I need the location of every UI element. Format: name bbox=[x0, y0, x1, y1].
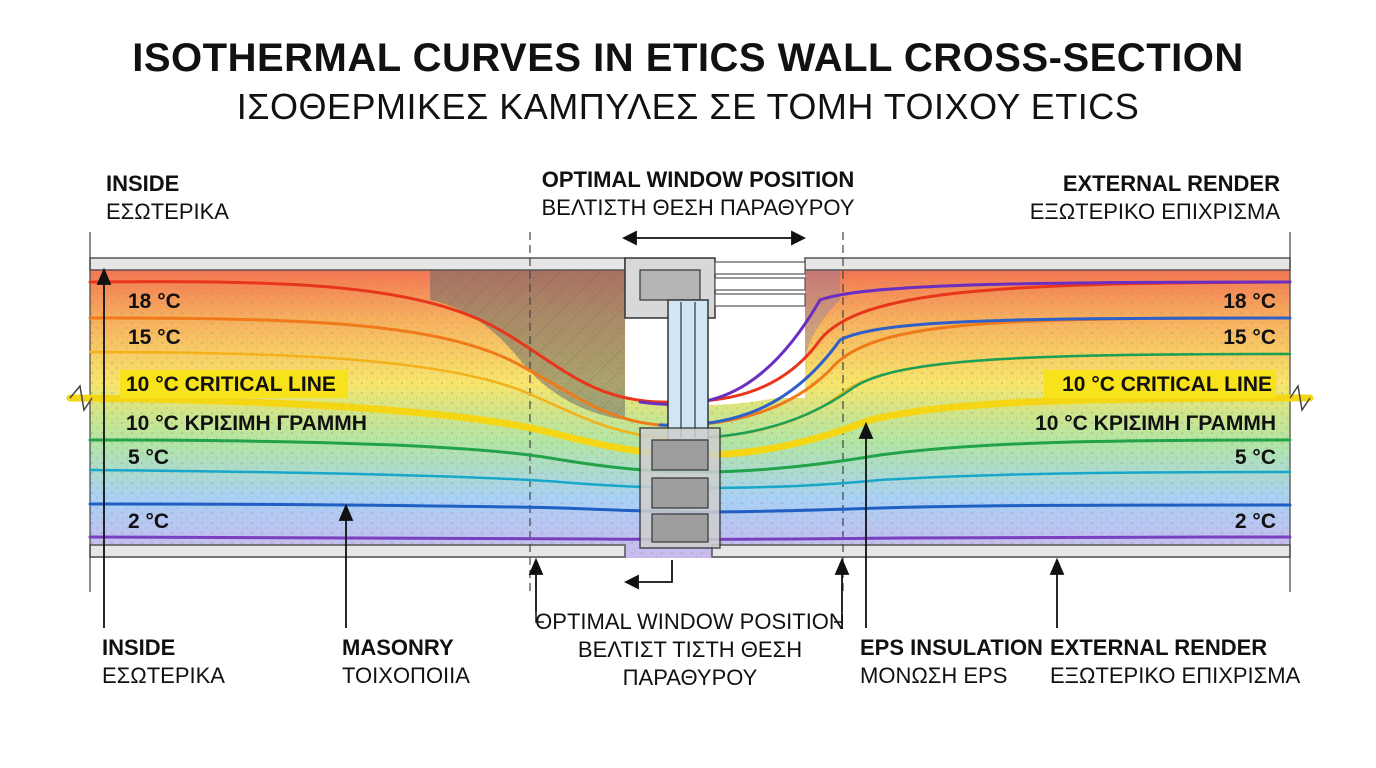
isotherm-12-right bbox=[668, 352, 1292, 440]
label-window-top-en: OPTIMAL WINDOW POSITION bbox=[541, 167, 855, 192]
label-window-bottom-gr2: ΠΑΡΑΘΥΡΟΥ bbox=[622, 665, 758, 690]
sill-profile-2 bbox=[651, 477, 709, 509]
label-window-top-gr: ΒΕΛΤΙΣΤΗ ΘΕΣΗ ΠΑΡΑΘΥΡΟΥ bbox=[541, 195, 855, 220]
temp-label-right-2: 2 °C bbox=[1235, 510, 1276, 533]
critical-break-left bbox=[69, 384, 93, 412]
arrow-window-left-head bbox=[528, 557, 544, 575]
label-inside-top-en: INSIDE bbox=[106, 171, 180, 196]
arrows bbox=[96, 230, 1065, 628]
window-frame bbox=[624, 257, 806, 549]
label-inside-top-gr: ΕΣΩΤΕΡΙΚΑ bbox=[106, 199, 229, 224]
render-band-bottom-right bbox=[711, 544, 1291, 558]
temp-label-right-critical: 10 °C CRITICAL LINE bbox=[1062, 373, 1272, 396]
label-window-bottom: OPTIMAL WINDOW POSITION ΒΕΛΤΙΣΤ ΤΙΣΤΗ ΘΕ… bbox=[530, 608, 850, 692]
temp-label-right-5: 5 °C bbox=[1235, 446, 1276, 469]
label-masonry-gr: ΤΟΙΧΟΠΟΙΙΑ bbox=[342, 663, 470, 688]
label-window-top: OPTIMAL WINDOW POSITION ΒΕΛΤΙΣΤΗ ΘΕΣΗ ΠΑ… bbox=[520, 166, 876, 222]
label-window-bottom-en: OPTIMAL WINDOW POSITION bbox=[535, 609, 845, 634]
critical-highlight-left bbox=[120, 370, 348, 398]
temp-label-left-critical-gr: 10 °C ΚΡΙΣΙΜΗ ΓΡΑΜΜΗ bbox=[126, 412, 367, 435]
isotherm-15-right bbox=[658, 316, 1292, 427]
temp-label-left-2: 2 °C bbox=[128, 510, 169, 533]
render-band-bottom-left bbox=[89, 544, 626, 558]
arrow-masonry-head bbox=[338, 503, 354, 521]
label-eps: EPS INSULATION ΜΟΝΩΣΗ EPS bbox=[860, 634, 1043, 690]
temp-label-right-15: 15 °C bbox=[1223, 326, 1276, 349]
temp-label-left-critical: 10 °C CRITICAL LINE bbox=[126, 373, 336, 396]
window-sill-top-2 bbox=[714, 277, 806, 291]
critical-break-right bbox=[1289, 384, 1311, 412]
bracket-right bbox=[834, 612, 843, 623]
window-head-profile bbox=[639, 269, 701, 301]
arrow-window-bottom-head bbox=[623, 574, 639, 590]
arrow-inside-head bbox=[96, 267, 112, 285]
temp-label-right-critical-gr: 10 °C ΚΡΙΣΙΜΗ ΓΡΑΜΜΗ bbox=[1035, 412, 1276, 435]
arrow-eps-head bbox=[858, 421, 874, 439]
sill-profile-3 bbox=[651, 513, 709, 543]
title-greek: ΙΣΟΘΕΡΜΙΚΕΣ ΚΑΜΠΥΛΕΣ ΣΕ ΤΟΜΗ ΤΟΙΧΟΥ ETIC… bbox=[236, 86, 1140, 127]
sill-profile-1 bbox=[651, 439, 709, 471]
label-render-bottom: EXTERNAL RENDER ΕΞΩΤΕΡΙΚΟ ΕΠΙΧΡΙΣΜΑ bbox=[1050, 634, 1300, 690]
label-render-bottom-en: EXTERNAL RENDER bbox=[1050, 635, 1268, 660]
isotherm-1 bbox=[88, 535, 1292, 541]
arrow-render-head bbox=[1049, 557, 1065, 575]
title-english: ISOTHERMAL CURVES IN ETICS WALL CROSS-SE… bbox=[132, 36, 1244, 80]
arrow-window-right-head bbox=[834, 557, 850, 575]
bracket-left bbox=[535, 612, 544, 623]
label-inside-bottom-en: INSIDE bbox=[102, 635, 176, 660]
label-eps-gr: ΜΟΝΩΣΗ EPS bbox=[860, 663, 1008, 688]
eps-shadow bbox=[805, 268, 840, 360]
label-render-top-gr: ΕΞΩΤΕΡΙΚΟ ΕΠΙΧΡΙΣΜΑ bbox=[1029, 199, 1280, 224]
label-inside-top: INSIDE ΕΣΩΤΕΡΙΚΑ bbox=[106, 170, 229, 226]
temp-label-left-5: 5 °C bbox=[128, 446, 169, 469]
critical-highlight-right bbox=[1044, 370, 1276, 398]
label-eps-en: EPS INSULATION bbox=[860, 635, 1043, 660]
label-masonry-en: MASONRY bbox=[342, 635, 454, 660]
temp-label-left-18: 18 °C bbox=[128, 290, 181, 313]
label-inside-bottom: INSIDE ΕΣΩΤΕΡΙΚΑ bbox=[102, 634, 225, 690]
arrow-window-top-left-head bbox=[621, 230, 637, 246]
arrow-window-top-right-head bbox=[791, 230, 807, 246]
isotherm-18 bbox=[88, 280, 1292, 404]
label-masonry: MASONRY ΤΟΙΧΟΠΟΙΙΑ bbox=[342, 634, 470, 690]
temp-label-right-18: 18 °C bbox=[1223, 290, 1276, 313]
render-band-top-left bbox=[89, 257, 626, 271]
window-sill-top-1 bbox=[714, 261, 806, 275]
arrow-window-bottom bbox=[632, 560, 673, 583]
label-render-top-en: EXTERNAL RENDER bbox=[1062, 171, 1280, 196]
label-render-top: EXTERNAL RENDER ΕΞΩΤΕΡΙΚΟ ΕΠΙΧΡΙΣΜΑ bbox=[1030, 170, 1280, 226]
temp-label-left-15: 15 °C bbox=[128, 326, 181, 349]
masonry-hatch bbox=[430, 268, 625, 420]
render-band-top-right bbox=[804, 257, 1291, 271]
window-sill-top-3 bbox=[714, 293, 806, 307]
label-render-bottom-gr: ΕΞΩΤΕΡΙΚΟ ΕΠΙΧΡΙΣΜΑ bbox=[1050, 663, 1301, 688]
window-glazing bbox=[667, 299, 709, 441]
label-inside-bottom-gr: ΕΣΩΤΕΡΙΚΑ bbox=[102, 663, 225, 688]
label-window-bottom-gr1: ΒΕΛΤΙΣΤ ΤΙΣΤΗ ΘΕΣΗ bbox=[577, 637, 803, 662]
